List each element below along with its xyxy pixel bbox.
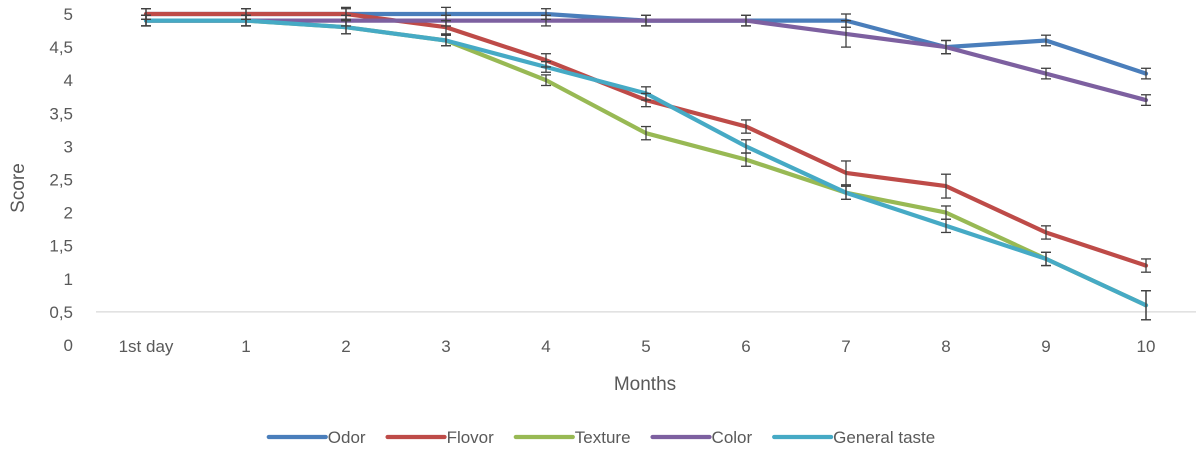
error-bar <box>1041 34 1051 47</box>
legend-label: Odor <box>328 428 366 447</box>
error-bar <box>1041 225 1051 240</box>
y-tick-label: 3 <box>64 137 73 156</box>
x-tick-label: 10 <box>1137 337 1156 356</box>
error-bar <box>1141 67 1151 80</box>
series-line-general-taste <box>143 18 1149 308</box>
series-lines <box>143 11 1149 308</box>
y-tick-label: 0,5 <box>49 303 73 322</box>
error-bar <box>741 119 751 134</box>
x-tick-label: 5 <box>641 337 650 356</box>
error-bar <box>541 14 551 27</box>
series-line-texture <box>143 18 1149 308</box>
error-bar <box>1141 94 1151 107</box>
error-bar <box>541 61 551 73</box>
y-axis-ticks: 0 0,5 1 1,5 2 2,5 3 3,5 4 4,5 5 <box>49 5 73 355</box>
legend-item-color: Color <box>650 428 753 447</box>
error-bar <box>941 173 951 199</box>
error-bar <box>741 139 751 154</box>
x-tick-label: 2 <box>341 337 350 356</box>
error-bar <box>641 125 651 141</box>
error-bars <box>141 6 1151 321</box>
x-tick-label: 8 <box>941 337 950 356</box>
error-bar <box>941 39 951 55</box>
x-tick-label: 4 <box>541 337 550 356</box>
error-bar <box>441 14 451 27</box>
x-tick-label: 1 <box>241 337 250 356</box>
error-bar <box>641 14 651 27</box>
x-tick-label: 1st day <box>119 337 174 356</box>
legend-label: Texture <box>575 428 631 447</box>
error-bar <box>341 19 351 35</box>
x-tick-label: 3 <box>441 337 450 356</box>
error-bar <box>941 218 951 234</box>
error-bar <box>1041 251 1051 267</box>
legend-item-flovor: Flovor <box>385 428 495 447</box>
legend-item-general-taste: General taste <box>772 428 935 447</box>
legend-label: General taste <box>833 428 935 447</box>
error-bar <box>841 160 851 186</box>
error-bar <box>441 34 451 47</box>
error-bar <box>141 14 151 27</box>
y-tick-label: 2,5 <box>49 171 73 190</box>
x-axis-title: Months <box>614 374 676 395</box>
y-axis-title: Score <box>8 163 29 213</box>
x-axis-ticks: 1st day 1 2 3 4 5 6 7 8 9 10 <box>119 337 1156 356</box>
y-tick-label: 1 <box>64 270 73 289</box>
y-tick-label: 3,5 <box>49 104 73 123</box>
error-bar <box>841 19 851 48</box>
x-tick-label: 7 <box>841 337 850 356</box>
error-bar <box>641 86 651 101</box>
y-tick-label: 5 <box>64 5 73 24</box>
error-bar <box>541 74 551 87</box>
legend-label: Color <box>712 428 753 447</box>
y-tick-label: 1,5 <box>49 237 73 256</box>
legend-item-odor: Odor <box>266 428 366 447</box>
error-bar <box>741 14 751 27</box>
y-tick-label: 2 <box>64 204 73 223</box>
legend: Odor Flovor Texture Color General taste <box>266 428 935 447</box>
error-bar <box>1041 67 1051 80</box>
legend-label: Flovor <box>447 428 495 447</box>
legend-item-texture: Texture <box>513 428 631 447</box>
y-tick-label: 4 <box>64 71 73 90</box>
error-bar <box>1141 258 1151 273</box>
error-bar <box>241 14 251 27</box>
x-tick-label: 9 <box>1041 337 1050 356</box>
error-bar <box>1141 290 1151 321</box>
y-tick-label: 4,5 <box>49 38 73 57</box>
error-bar <box>841 185 851 201</box>
y-tick-label: 0 <box>64 336 73 355</box>
x-tick-label: 6 <box>741 337 750 356</box>
